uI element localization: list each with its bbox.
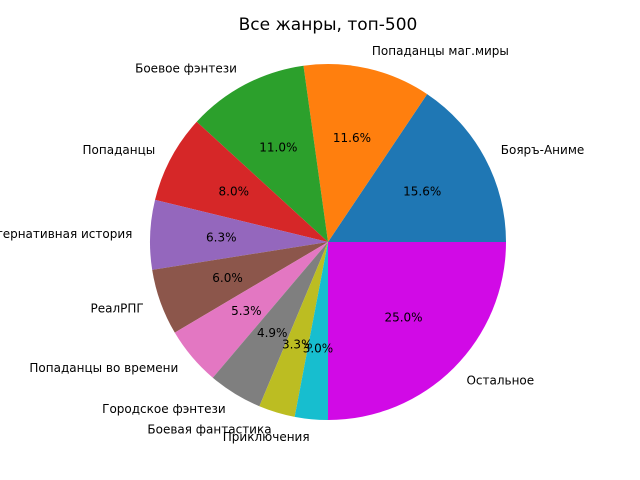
pie-slice-9: [294, 242, 328, 420]
pie-category-label-8: Боевая фантастика: [147, 423, 271, 437]
pie-pct-label-5: 6.0%: [212, 271, 243, 285]
pie-category-label-3: Попаданцы: [83, 143, 156, 157]
pie-category-label-1: Попаданцы маг.миры: [372, 44, 509, 58]
pie-slice-6: [174, 242, 328, 378]
pie-labels: 15.6% Бояръ-Аниме 11.6% Попаданцы маг.миры 1…: [0, 44, 584, 444]
pie-slice-2: [196, 65, 328, 242]
pie-pct-label-0: 15.6%: [403, 185, 441, 199]
pie-pct-label-9: 3.0%: [303, 341, 334, 355]
pie-category-label-10: Остальное: [466, 373, 534, 387]
chart-title: Все жанры, топ-500: [239, 15, 418, 35]
pie-pct-label-2: 11.0%: [259, 140, 297, 154]
pie-slice-4: [150, 199, 328, 270]
pie-pct-label-4: 6.3%: [206, 231, 237, 245]
pie-category-label-4: Альтернативная история: [0, 227, 132, 241]
pie-slice-7: [212, 242, 328, 407]
pie-category-label-5: РеалРПГ: [91, 301, 144, 315]
pie-slice-8: [259, 242, 328, 417]
pie-slices: [150, 63, 506, 420]
pie-category-label-9: Приключения: [223, 430, 310, 444]
pie-pct-label-10: 25.0%: [384, 311, 422, 325]
pie-category-label-0: Бояръ-Аниме: [501, 143, 585, 157]
pie-slice-0: [328, 94, 506, 242]
pie-pct-label-1: 11.6%: [333, 131, 371, 145]
pie-pct-label-8: 3.3%: [282, 337, 313, 351]
pie-pct-label-7: 4.9%: [257, 326, 288, 340]
pie-category-label-6: Попаданцы во времени: [29, 361, 178, 375]
pie-slice-3: [155, 121, 328, 242]
pie-pct-label-3: 8.0%: [219, 185, 250, 199]
pie-slice-10: [328, 242, 506, 420]
pie-slice-1: [303, 63, 428, 242]
pie-category-label-7: Городское фэнтези: [102, 402, 226, 416]
pie-category-label-2: Боевое фэнтези: [135, 62, 237, 76]
pie-pct-label-6: 5.3%: [231, 304, 262, 318]
pie-slice-5: [152, 242, 328, 333]
